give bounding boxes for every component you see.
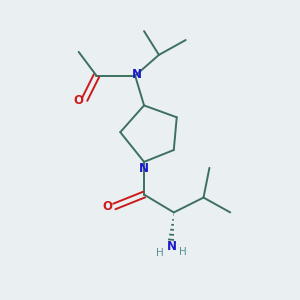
Text: H: H — [179, 247, 187, 257]
Text: N: N — [132, 68, 142, 81]
Text: H: H — [156, 248, 164, 258]
Text: O: O — [103, 200, 113, 213]
Text: N: N — [139, 162, 149, 175]
Text: O: O — [73, 94, 83, 107]
Text: N: N — [167, 240, 177, 253]
